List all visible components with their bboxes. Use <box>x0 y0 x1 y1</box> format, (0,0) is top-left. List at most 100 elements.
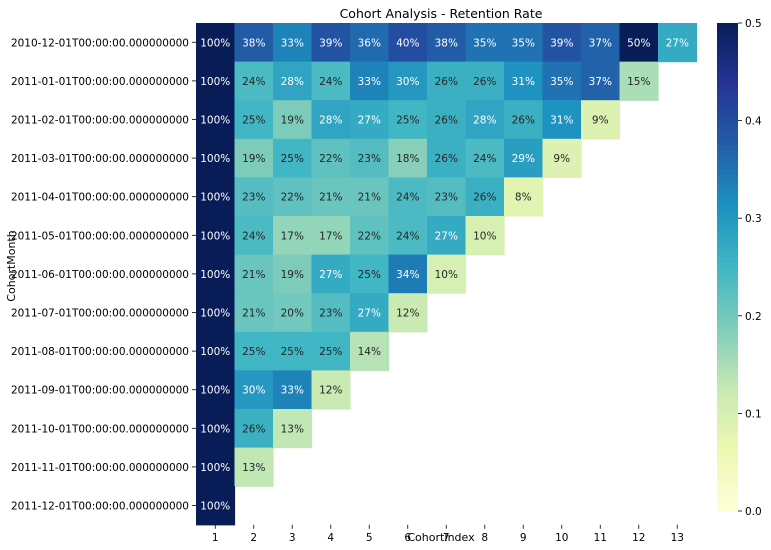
cell-value-label: 19% <box>242 153 265 165</box>
heatmap-cell <box>273 331 313 371</box>
heatmap-cell <box>581 61 621 101</box>
heatmap-cell <box>350 61 390 101</box>
cell-value-label: 30% <box>242 385 265 397</box>
cell-value-label: 9% <box>553 153 570 165</box>
y-tick-label: 2011-12-01T00:00:00.000000000 <box>11 501 189 513</box>
heatmap-cell <box>465 61 505 101</box>
colorbar-segment <box>717 496 738 502</box>
cell-value-label: 25% <box>242 346 265 358</box>
colorbar-segment <box>717 345 738 351</box>
colorbar-segment <box>717 462 738 468</box>
heatmap-cell <box>427 100 467 140</box>
cell-value-label: 25% <box>281 346 304 358</box>
heatmap-cell <box>311 254 351 294</box>
cell-value-label: 21% <box>358 192 381 204</box>
heatmap-cells: 100% 38% 33% 39% 36% 40% 38% 35% 35% 39% 37% 50% 27%… <box>196 23 698 526</box>
cell-value-label: 27% <box>358 308 381 320</box>
colorbar-segment <box>717 491 738 497</box>
heatmap-cell <box>311 100 351 140</box>
cell-value-label: 24% <box>396 230 419 242</box>
heatmap-cell <box>504 177 544 217</box>
heatmap-cell <box>350 138 390 178</box>
heatmap-cell <box>465 177 505 217</box>
cell-value-label: 10% <box>435 269 458 281</box>
colorbar-segment <box>717 276 738 283</box>
colorbar-tick-label: 0.3 <box>745 213 762 225</box>
heatmap-cell <box>388 254 428 294</box>
cell-value-label: 26% <box>435 153 458 165</box>
x-tick-label: 12 <box>632 532 645 544</box>
heatmap-cell <box>196 331 236 371</box>
cell-value-label: 35% <box>550 76 573 88</box>
colorbar-segment <box>717 267 738 273</box>
heatmap-cell <box>350 331 390 371</box>
colorbar-segment <box>717 501 738 507</box>
heatmap-cell <box>350 293 390 333</box>
heatmap-cell <box>273 23 313 63</box>
cell-value-label: 18% <box>396 153 419 165</box>
heatmap-cell <box>273 61 313 101</box>
colorbar-segment <box>717 198 738 205</box>
colorbar-segment <box>717 384 738 390</box>
heatmap-cell <box>273 293 313 333</box>
heatmap-cell <box>427 138 467 178</box>
cell-value-label: 100% <box>200 37 230 49</box>
cell-value-label: 26% <box>512 115 535 127</box>
colorbar-segment <box>717 428 738 434</box>
cell-value-label: 21% <box>242 308 265 320</box>
y-tick-label: 2011-06-01T00:00:00.000000000 <box>11 269 189 281</box>
cell-value-label: 28% <box>281 76 304 88</box>
cell-value-label: 17% <box>281 230 304 242</box>
cell-value-label: 12% <box>319 385 342 397</box>
heatmap-cell <box>504 138 544 178</box>
colorbar-segment <box>717 442 738 449</box>
cell-value-label: 14% <box>358 346 381 358</box>
colorbar: 0.0 0.1 0.2 0.3 0.4 0.5 <box>717 18 762 518</box>
heatmap-cell <box>427 23 467 63</box>
colorbar-segment <box>717 27 738 34</box>
colorbar-segment <box>717 257 738 263</box>
cell-value-label: 15% <box>627 76 650 88</box>
heatmap-cell <box>350 254 390 294</box>
cell-value-label: 36% <box>358 37 381 49</box>
heatmap-cell <box>388 216 428 256</box>
heatmap-cell <box>234 370 274 410</box>
colorbar-tick-label: 0.0 <box>745 506 762 518</box>
cell-value-label: 100% <box>200 423 230 435</box>
colorbar-segment <box>717 291 738 297</box>
heatmap-cell <box>196 486 236 526</box>
cell-value-label: 27% <box>319 269 342 281</box>
colorbar-segment <box>717 47 738 53</box>
cell-value-label: 21% <box>319 192 342 204</box>
heatmap-cell <box>311 138 351 178</box>
colorbar-segment <box>717 393 738 400</box>
colorbar-tick-label: 0.4 <box>745 116 762 128</box>
heatmap-cell <box>234 100 274 140</box>
y-tick-label: 2011-09-01T00:00:00.000000000 <box>11 385 189 397</box>
heatmap-cell <box>350 177 390 217</box>
colorbar-segment <box>717 389 738 395</box>
heatmap-cell <box>273 177 313 217</box>
x-tick-label: 7 <box>443 532 450 544</box>
colorbar-segment <box>717 379 738 385</box>
cell-value-label: 29% <box>512 153 535 165</box>
colorbar-segment <box>717 340 738 346</box>
heatmap-cell <box>427 254 467 294</box>
cell-value-label: 100% <box>200 501 230 513</box>
heatmap-cell <box>388 177 428 217</box>
cell-value-label: 26% <box>473 192 496 204</box>
colorbar-segment <box>717 110 738 117</box>
cell-value-label: 100% <box>200 76 230 88</box>
colorbar-segment <box>717 471 738 478</box>
cell-value-label: 22% <box>358 230 381 242</box>
colorbar-segment <box>717 403 738 410</box>
colorbar-segment <box>717 301 738 307</box>
heatmap-cell <box>658 23 698 63</box>
y-tick-label: 2011-07-01T00:00:00.000000000 <box>11 308 189 320</box>
cell-value-label: 24% <box>242 230 265 242</box>
heatmap-cell <box>196 293 236 333</box>
colorbar-segment <box>717 252 738 258</box>
heatmap-cell <box>196 254 236 294</box>
heatmap-cell <box>196 447 236 487</box>
cell-value-label: 23% <box>435 192 458 204</box>
